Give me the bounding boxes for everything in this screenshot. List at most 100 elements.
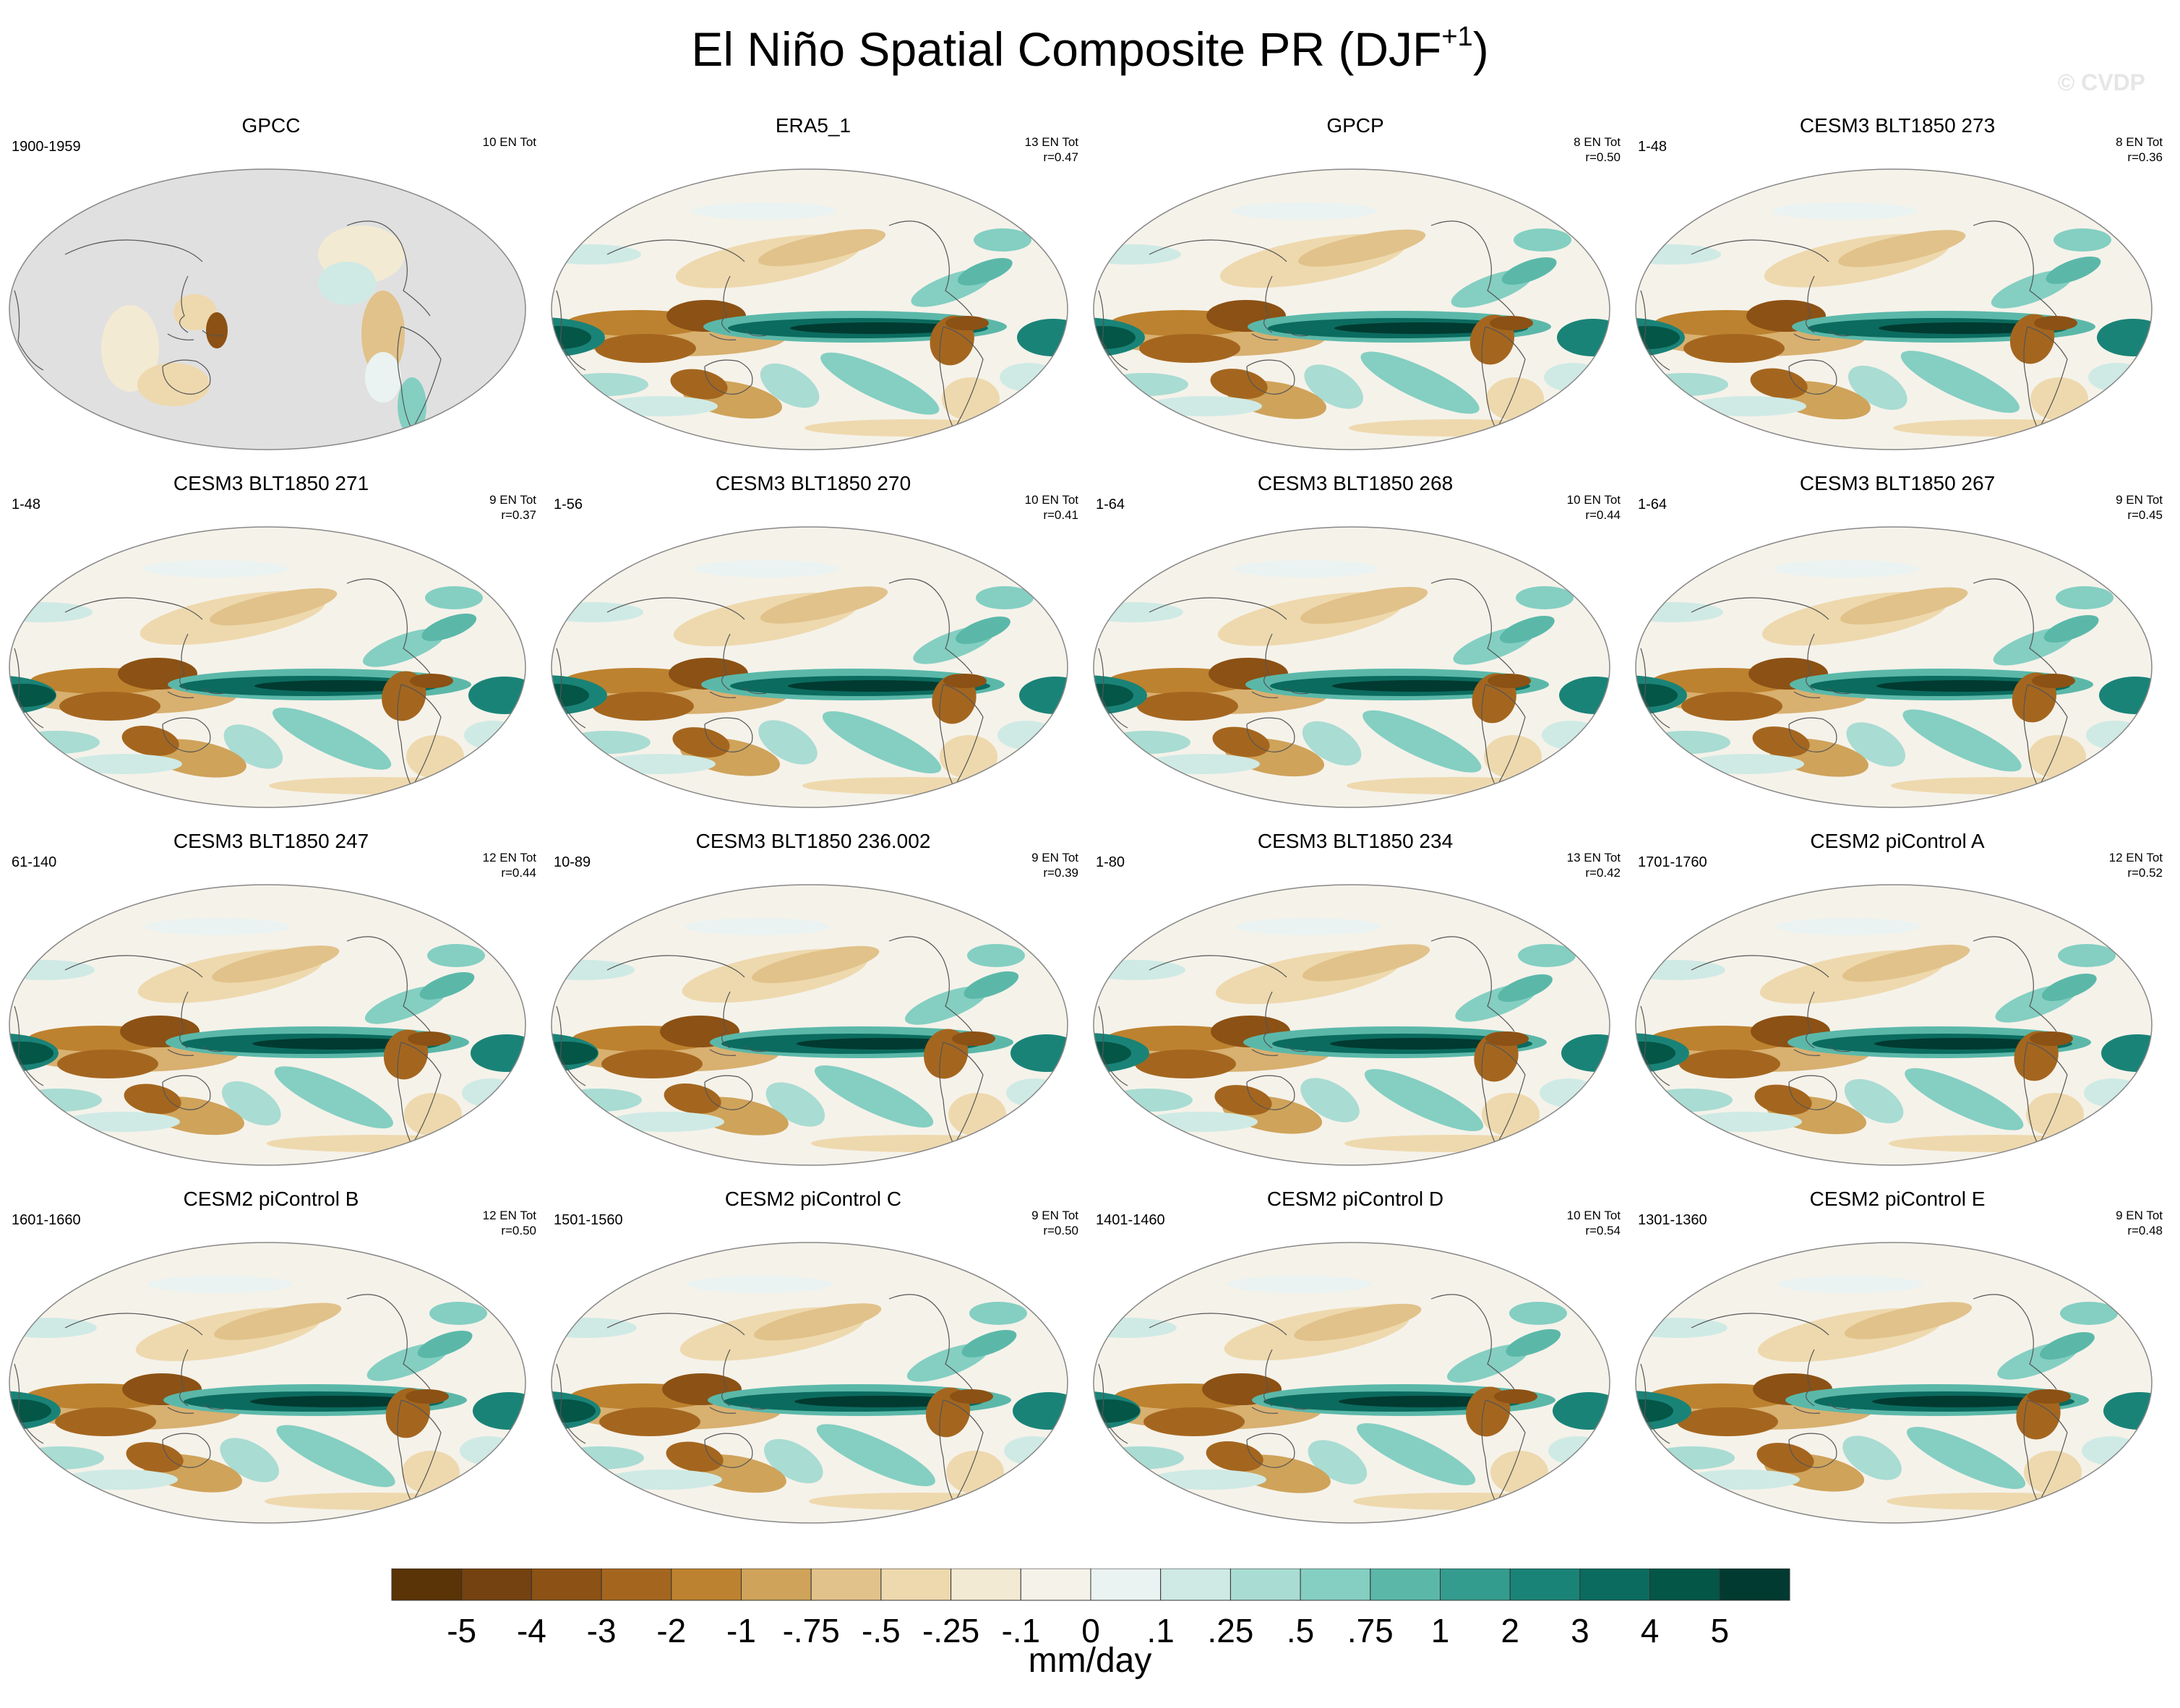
precip-blob [609,1112,724,1132]
event-count: 8 EN Tot [2116,135,2163,149]
map-panel: GPCC 1900-1959 10 EN Tot [0,101,542,459]
colorbar-tick-label: 1 [1431,1612,1450,1649]
coastline [167,633,225,698]
coastline [1246,1075,1295,1110]
panel-title: GPCC [241,114,301,137]
coastline [1098,955,1287,1086]
map-panel: CESM3 BLT1850 271 1-48 9 EN Tot r=0.37 [0,459,542,817]
precip-blob [2058,944,2116,967]
precip-blob [398,377,426,435]
precip-blob [2082,1436,2140,1465]
precip-blob [1846,722,1905,767]
coastline [1793,633,1851,698]
precip-blob [694,560,838,578]
precip-blob [997,721,1055,750]
precip-blob [1561,1034,1610,1072]
colorbar-tick-label: 3 [1571,1612,1589,1649]
coastline [1246,359,1295,395]
precip-blob [1879,322,2052,334]
precip-blob [974,228,1031,252]
precip-blob [1484,735,1542,778]
event-count: 12 EN Tot [482,1209,536,1222]
precip-blob [765,1082,825,1127]
precip-blob [967,944,1025,967]
colorbar-tick-label: .5 [1287,1612,1314,1649]
precip-blob [1214,1085,1272,1115]
pattern-correlation: r=0.45 [2127,508,2163,522]
precip-blob [1000,363,1057,392]
precip-blob [670,369,728,400]
coastline [1098,597,1287,729]
map-outline [551,526,1068,808]
panel-period: 1701-1760 [1638,854,1707,870]
precip-blob [252,1038,426,1050]
map-plot [1635,168,2153,450]
map-plot [1635,526,2153,808]
map-plot [9,884,526,1166]
precip-blob [1844,1078,1904,1124]
precip-blob [1498,974,1553,1002]
precip-blob [1872,1396,2046,1407]
precip-blob [1210,369,1268,399]
precip-blob [1298,229,1426,267]
colorbar-tick-label: 4 [1641,1612,1660,1649]
figure-title-superscript: +1 [1441,22,1473,52]
panel-stats: 12 EN Tot r=0.52 [2109,850,2163,880]
precip-blob [1772,202,1916,220]
precip-blob [1889,1135,2106,1152]
colorbar-tick-label: 2 [1501,1612,1519,1649]
map-plot [1093,168,1610,450]
precip-blob [822,711,942,773]
precip-blob [2024,1451,2082,1494]
map-panel: CESM2 piControl D 1401-1460 10 EN Tot r=0.5… [1084,1175,1626,1532]
pattern-correlation: r=0.52 [2127,866,2163,880]
pattern-correlation: r=0.44 [501,866,536,880]
precip-blob [815,1065,934,1128]
colorbar-swatch [741,1568,812,1601]
panel-period: 10-89 [554,854,591,870]
precip-blob [1902,709,2022,772]
precip-blob [1691,396,1806,416]
coastline [709,275,767,340]
precip-blob [820,352,940,415]
map-panel: CESM2 piControl A 1701-1760 12 EN Tot r=0.5… [1626,817,2168,1175]
precip-blob [811,1135,1028,1152]
panel-period: 1-64 [1096,497,1125,512]
precip-blob [969,1302,1027,1325]
map-panel: CESM3 BLT1850 247 61-140 12 EN Tot r=0.44 [0,817,542,1175]
precip-blob [1874,1038,2048,1050]
precip-blob [124,1083,181,1115]
map-panel: ERA5_1 13 EN Tot r=0.47 [542,101,1084,459]
map-plot [551,168,1068,450]
panel-period: 1501-1560 [554,1212,623,1228]
map-plot [1093,526,1610,808]
precip-blob [1778,1276,1923,1293]
precip-blob [687,1276,832,1293]
precip-blob [2086,721,2144,750]
precip-blob [425,586,483,609]
precip-blob [223,724,283,769]
precip-blob [552,1042,598,1065]
precip-blob [816,1424,935,1487]
precip-blob [956,617,1010,644]
map-outline [1635,168,2153,450]
precip-blob [794,1396,968,1407]
map-panel: GPCP 8 EN Tot r=0.50 [1084,101,1626,459]
precip-blob [1644,731,1730,754]
colorbar-swatch [1300,1568,1371,1601]
colorbar-tick-label: -1 [726,1612,756,1649]
coastline [1246,717,1295,752]
map-outline [1093,526,1610,808]
precip-blob [600,754,716,774]
map-panel: CESM3 BLT1850 267 1-64 9 EN Tot r=0.45 [1626,459,2168,817]
precip-blob [2040,1332,2095,1360]
precip-blob [17,1446,104,1469]
precip-blob [758,720,818,765]
map-plot [551,526,1068,808]
precip-blob [1499,615,1555,643]
panel-period: 1-48 [12,497,41,512]
event-count: 10 EN Tot [482,135,536,149]
coastline [704,717,753,752]
precip-blob [2032,674,2075,688]
precip-blob [1501,257,1557,285]
